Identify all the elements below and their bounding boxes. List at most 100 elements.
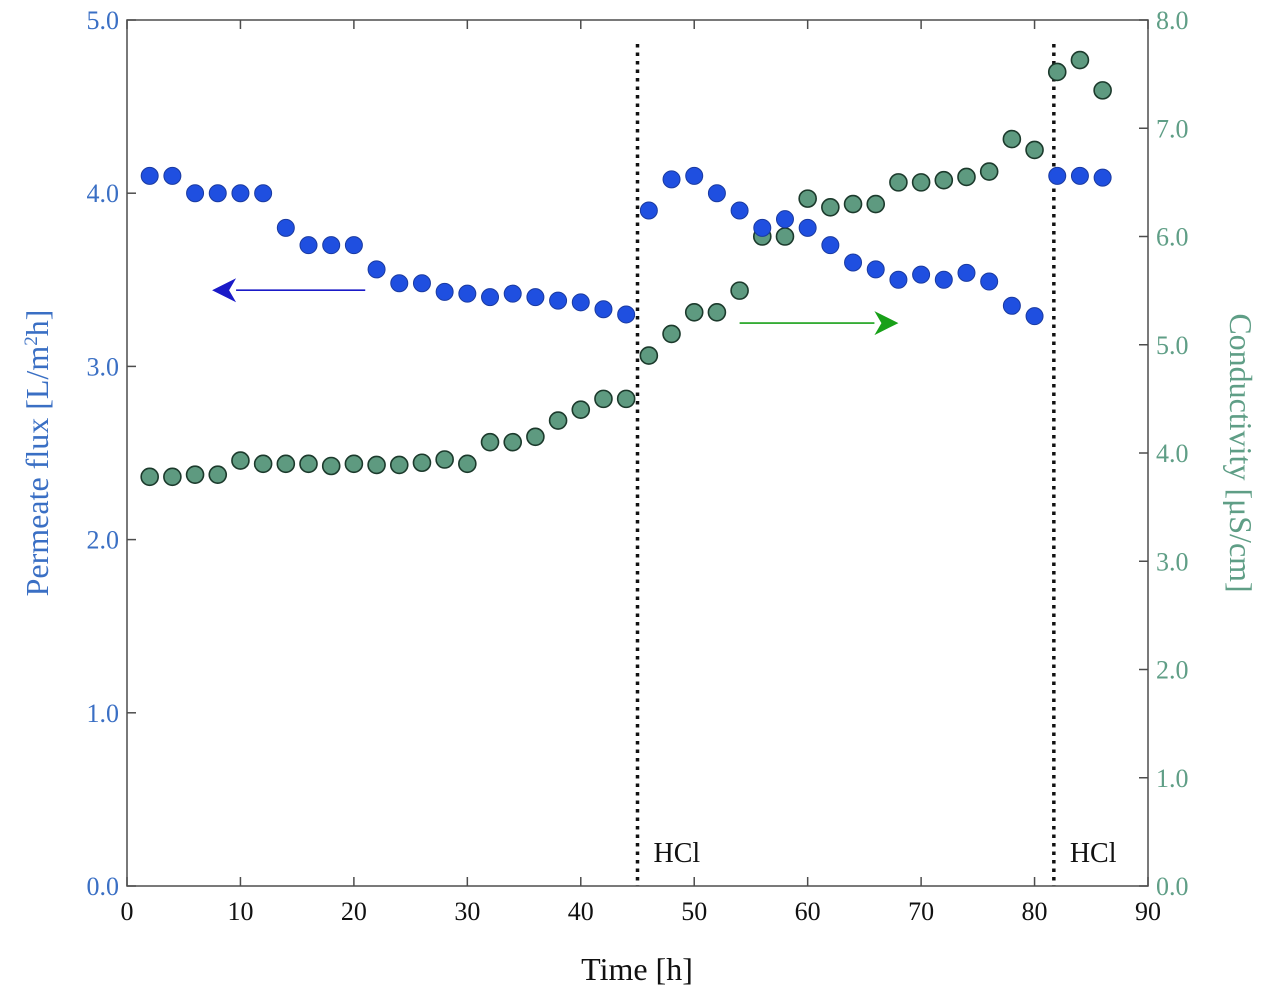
flux-point (639, 201, 658, 220)
conductivity-point (185, 465, 205, 484)
conductivity-point (639, 346, 659, 365)
conductivity-point (526, 427, 545, 447)
flux-point (322, 236, 341, 255)
right-y-axis: 0.0 1.0 2.0 3.0 4.0 5.0 6.0 7.0 8.0 (1139, 6, 1189, 901)
flux-point (254, 184, 273, 203)
conductivity-series (140, 50, 1112, 487)
conductivity-point (662, 324, 681, 344)
conductivity-point (730, 281, 749, 300)
conductivity-point (934, 170, 954, 190)
conductivity-point (458, 454, 477, 474)
conductivity-point (140, 467, 159, 487)
conductivity-point (889, 173, 908, 192)
flux-point (707, 184, 726, 203)
left-y-tick-label: 2.0 (87, 526, 120, 555)
conductivity-point (1093, 81, 1112, 100)
flux-point (889, 270, 908, 289)
flux-point (798, 218, 817, 237)
x-tick-label: 80 (1022, 897, 1048, 926)
conductivity-point (798, 189, 817, 208)
right-y-tick-label: 5.0 (1156, 331, 1189, 360)
flux-point (844, 253, 863, 272)
conductivity-point (276, 454, 296, 474)
flux-point (458, 284, 477, 303)
conductivity-point (707, 302, 727, 322)
right-y-tick-label: 3.0 (1156, 547, 1189, 576)
x-tick-label: 40 (568, 897, 594, 926)
flux-point (186, 184, 205, 203)
flux-point (435, 282, 454, 301)
conductivity-point (594, 389, 613, 409)
right-axis-title: Conductivity [μS/cm] (1223, 313, 1259, 592)
flux-point (912, 265, 931, 284)
x-tick-label: 50 (681, 897, 707, 926)
flux-point (685, 166, 704, 185)
conductivity-point (253, 454, 273, 474)
left-axis-arrow-head (212, 278, 237, 303)
conductivity-point (1002, 129, 1022, 149)
conductivity-point (163, 467, 182, 487)
right-y-tick-label: 7.0 (1156, 114, 1189, 143)
conductivity-point (231, 451, 250, 470)
x-tick-label: 30 (454, 897, 480, 926)
flux-point (662, 170, 681, 189)
flux-point (1048, 166, 1067, 185)
flux-point (821, 236, 840, 255)
x-tick-label: 10 (227, 897, 253, 926)
conductivity-point (775, 227, 795, 246)
flux-point (526, 288, 545, 307)
flux-point (617, 305, 636, 324)
conductivity-point (208, 465, 228, 484)
conductivity-point (979, 162, 999, 181)
conductivity-point (367, 455, 386, 475)
direction-arrows (212, 278, 899, 336)
flux-point (1002, 296, 1021, 315)
right-y-tick-label: 4.0 (1156, 439, 1189, 468)
conductivity-point (548, 411, 568, 430)
flux-point (367, 260, 386, 279)
conductivity-point (1047, 62, 1067, 82)
right-y-tick-label: 8.0 (1156, 6, 1189, 35)
flux-point (866, 260, 885, 279)
right-y-tick-label: 2.0 (1156, 656, 1189, 685)
conductivity-point (866, 194, 886, 214)
conductivity-point (435, 450, 454, 469)
flux-point (775, 210, 794, 229)
right-y-tick-label: 6.0 (1156, 223, 1189, 252)
flux-point (549, 291, 568, 310)
flux-point (344, 236, 363, 255)
hcl-markers: HCl HCl (635, 44, 1117, 886)
permeate-flux-series (140, 166, 1112, 326)
left-y-tick-label: 5.0 (87, 6, 120, 35)
left-y-tick-label: 0.0 (87, 872, 120, 901)
right-axis-arrow-head (874, 311, 899, 336)
conductivity-point (344, 454, 364, 474)
conductivity-point (911, 173, 931, 192)
flux-point (163, 166, 182, 185)
flux-point (730, 201, 749, 220)
x-tick-label: 70 (908, 897, 934, 926)
flux-point (753, 218, 772, 237)
hcl-label-1: HCl (654, 838, 701, 869)
x-tick-label: 20 (341, 897, 367, 926)
flux-point (390, 274, 409, 293)
flux-point (1093, 168, 1112, 187)
conductivity-point (684, 302, 704, 322)
conductivity-point (321, 456, 341, 476)
conductivity-point (843, 194, 863, 214)
flux-point (957, 263, 976, 282)
conductivity-point (616, 389, 636, 409)
conductivity-point (480, 432, 500, 452)
flux-point (571, 293, 590, 312)
conductivity-point (821, 197, 840, 217)
hcl-label-2: HCl (1070, 838, 1117, 869)
flux-point (299, 236, 318, 255)
x-tick-label: 0 (121, 897, 134, 926)
conductivity-point (1070, 50, 1090, 70)
left-axis-title-end: h] (19, 310, 55, 337)
right-y-tick-label: 0.0 (1156, 872, 1189, 901)
x-tick-label: 60 (795, 897, 821, 926)
flux-point (594, 300, 613, 319)
conductivity-point (503, 432, 523, 452)
